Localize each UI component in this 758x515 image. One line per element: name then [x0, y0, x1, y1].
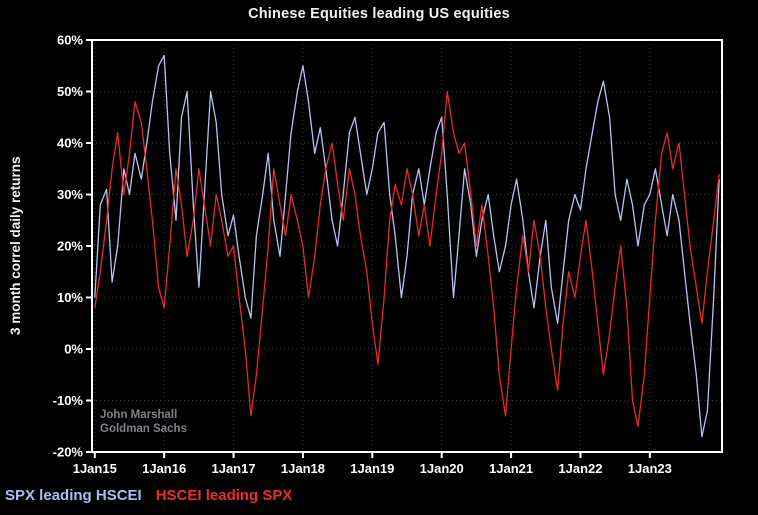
svg-text:-20%: -20%: [53, 445, 84, 460]
svg-text:50%: 50%: [57, 84, 83, 99]
legend: SPX leading HSCEI HSCEI leading SPX: [5, 487, 306, 504]
svg-text:30%: 30%: [57, 187, 83, 202]
svg-text:1Jan17: 1Jan17: [211, 461, 255, 476]
legend-spx-leading-hscei: SPX leading HSCEI: [5, 487, 142, 504]
legend-hscei-leading-spx: HSCEI leading SPX: [155, 487, 293, 504]
svg-text:1Jan19: 1Jan19: [350, 461, 394, 476]
svg-text:10%: 10%: [57, 290, 83, 305]
watermark: John Marshall Goldman Sachs: [100, 408, 187, 436]
svg-text:0%: 0%: [64, 342, 83, 357]
chart-title: Chinese Equities leading US equities: [248, 6, 510, 22]
svg-text:1Jan16: 1Jan16: [142, 461, 186, 476]
svg-text:1Jan23: 1Jan23: [628, 461, 672, 476]
svg-text:60%: 60%: [57, 33, 83, 48]
svg-text:1Jan20: 1Jan20: [420, 461, 464, 476]
watermark-line1: John Marshall: [100, 409, 178, 421]
svg-text:1Jan18: 1Jan18: [281, 461, 325, 476]
svg-text:1Jan15: 1Jan15: [73, 461, 117, 476]
svg-text:-10%: -10%: [53, 393, 84, 408]
svg-text:1Jan21: 1Jan21: [489, 461, 533, 476]
svg-text:40%: 40%: [57, 136, 83, 151]
svg-text:1Jan22: 1Jan22: [558, 461, 602, 476]
svg-text:20%: 20%: [57, 239, 83, 254]
watermark-line2: Goldman Sachs: [100, 423, 187, 435]
